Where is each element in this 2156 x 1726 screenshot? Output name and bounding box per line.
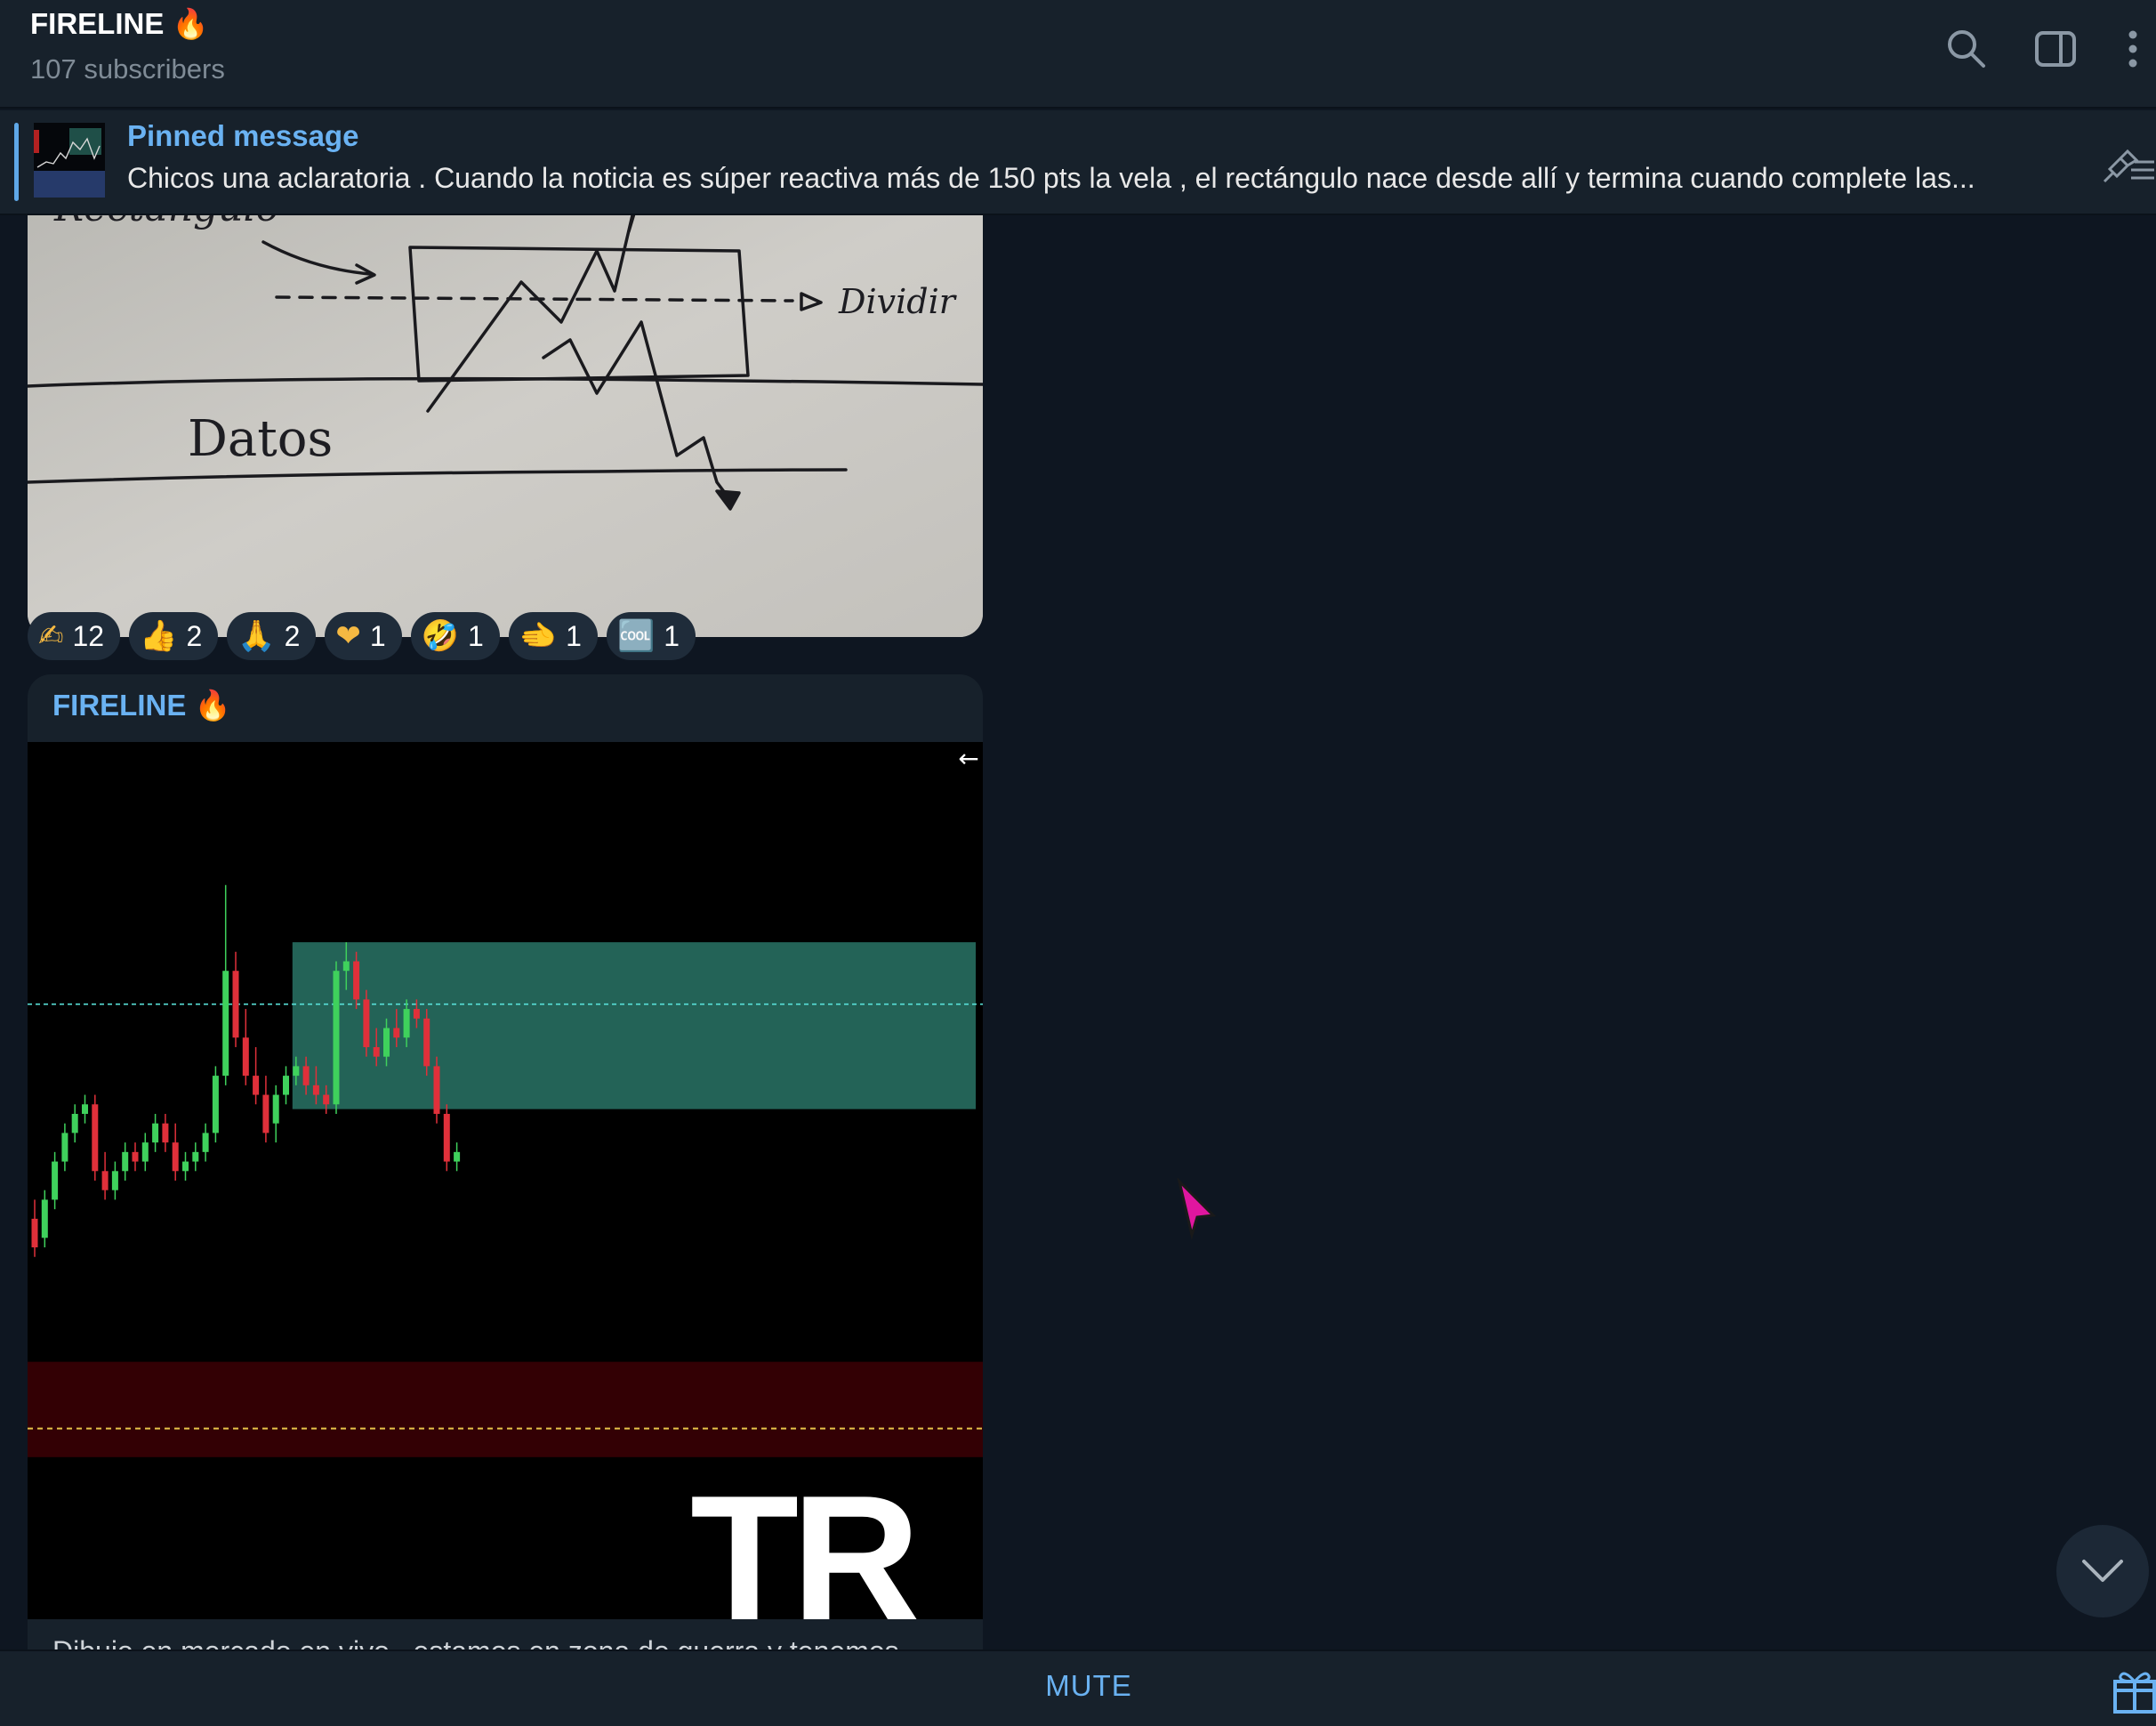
chat-header[interactable]: FIRELINE 🔥 107 subscribers (0, 0, 2156, 109)
candle-body (342, 961, 350, 972)
candle-body (31, 1218, 38, 1248)
candle-body (272, 1094, 279, 1124)
candle-body (92, 1104, 99, 1172)
pinned-thumbnail (34, 123, 105, 198)
chevron-down-icon (2082, 1560, 2123, 1582)
candle-body (363, 999, 370, 1047)
message-author[interactable]: FIRELINE 🔥 (52, 689, 231, 722)
channel-title[interactable]: FIRELINE 🔥 (30, 7, 209, 40)
candle-body (242, 1037, 249, 1077)
candle-body (433, 1066, 440, 1114)
reaction-pill[interactable]: 🙏 2 (227, 612, 317, 660)
reaction-emoji: ❤ (335, 618, 361, 654)
candle-body (61, 1133, 68, 1162)
candle-body (393, 1028, 400, 1038)
reaction-count: 1 (566, 619, 582, 652)
reaction-emoji: 🆒 (616, 618, 656, 654)
pinned-label: Pinned message (127, 119, 359, 152)
mouse-cursor (1177, 1178, 1217, 1240)
reaction-emoji: 🤣 (421, 618, 460, 654)
reaction-count: 2 (284, 619, 301, 652)
candle-body (192, 1151, 199, 1162)
gift-icon[interactable] (2112, 1664, 2156, 1714)
reaction-emoji: ✍ (38, 618, 64, 654)
reaction-emoji: 🙏 (237, 618, 276, 654)
candle-body (403, 1009, 410, 1038)
sketch-word-rectangulo: Rectangulo (53, 215, 279, 230)
reaction-pill[interactable]: ❤ 1 (325, 612, 402, 660)
more-vertical-icon[interactable] (2112, 25, 2154, 73)
candle-body (101, 1171, 109, 1190)
back-arrow-icon[interactable]: ← (958, 744, 978, 773)
candle-body (52, 1161, 59, 1200)
sketch-word-dividir: Dividir (838, 282, 958, 321)
pinned-accent-bar (14, 123, 19, 201)
watermark-logo: TR (690, 1459, 917, 1619)
red-zone (28, 1361, 983, 1457)
pinned-text: Chicos una aclaratoria . Cuando la notic… (127, 162, 1975, 194)
message-caption: Dibujo en mercado en vivo , estamos en z… (52, 1635, 969, 1649)
candle-body (152, 1123, 159, 1143)
reaction-pill[interactable]: 🫲 1 (508, 612, 598, 660)
candle-body (172, 1142, 179, 1172)
bottom-bar: MUTE (0, 1649, 2156, 1726)
green-zone (292, 942, 976, 1109)
reaction-count: 1 (664, 619, 680, 652)
reactions-row: ✍ 12 👍 2 🙏 2 ❤ 1 🤣 1 🫲 1 🆒 1 (28, 612, 696, 660)
mute-button[interactable]: MUTE (1045, 1669, 1132, 1702)
sketch-photo[interactable]: Rectangulo Dividir Datos (28, 215, 983, 637)
reaction-pill[interactable]: 🤣 1 (410, 612, 500, 660)
candle-body (353, 961, 360, 1000)
reaction-pill[interactable]: 👍 2 (129, 612, 219, 660)
candle-body (312, 1085, 319, 1095)
candle-body (122, 1151, 129, 1172)
candle-body (302, 1066, 310, 1085)
candle-body (443, 1113, 450, 1162)
candle-body (232, 971, 239, 1038)
search-icon[interactable] (1943, 25, 1991, 73)
candle-body (202, 1133, 209, 1152)
pinned-message-bar[interactable]: Pinned message Chicos una aclaratoria . … (0, 110, 2156, 215)
reaction-count: 12 (72, 619, 105, 652)
candle-body (323, 1094, 330, 1105)
candle-body (82, 1104, 88, 1114)
candles-group (31, 884, 461, 1257)
reaction-count: 1 (369, 619, 386, 652)
candle-body (71, 1113, 78, 1133)
candle-body (373, 1046, 380, 1057)
reaction-count: 1 (468, 619, 484, 652)
candle-body (293, 1066, 300, 1077)
pinned-list-icon[interactable] (2101, 141, 2154, 185)
candle-body (413, 1009, 420, 1019)
candle-body (212, 1076, 219, 1133)
sketch-word-datos: Datos (188, 410, 333, 468)
reaction-pill[interactable]: ✍ 12 (28, 612, 121, 660)
candle-body (253, 1076, 260, 1095)
candlestick-chart: ← TR (28, 744, 983, 1619)
candle-body (162, 1123, 169, 1143)
candle-body (383, 1028, 390, 1057)
reaction-pill[interactable]: 🆒 1 (606, 612, 696, 660)
scroll-down-button[interactable] (2056, 1525, 2149, 1617)
candle-body (262, 1094, 270, 1133)
sidebar-toggle-icon[interactable] (2031, 25, 2080, 73)
sketch-drawing: Rectangulo Dividir Datos (28, 215, 983, 637)
message-feed[interactable]: Rectangulo Dividir Datos ✍12👍2🙏2❤1🤣1🫲1🆒1… (0, 215, 2156, 1649)
candle-body (182, 1161, 189, 1172)
reaction-emoji: 👍 (140, 618, 178, 654)
candle-body (111, 1171, 118, 1190)
subscriber-count: 107 subscribers (30, 53, 225, 85)
message-bubble[interactable]: FIRELINE 🔥 ← TR Dibujo en mercado en viv… (28, 674, 983, 1649)
candle-body (222, 971, 229, 1077)
chart-image[interactable]: ← TR (28, 742, 983, 1619)
candle-body (454, 1151, 461, 1162)
reaction-count: 2 (186, 619, 203, 652)
candle-body (333, 971, 340, 1105)
candle-body (283, 1076, 289, 1095)
candle-body (141, 1142, 149, 1162)
candle-body (132, 1151, 139, 1162)
reaction-emoji: 🫲 (519, 618, 558, 654)
candle-body (41, 1199, 48, 1238)
candle-body (423, 1018, 430, 1067)
